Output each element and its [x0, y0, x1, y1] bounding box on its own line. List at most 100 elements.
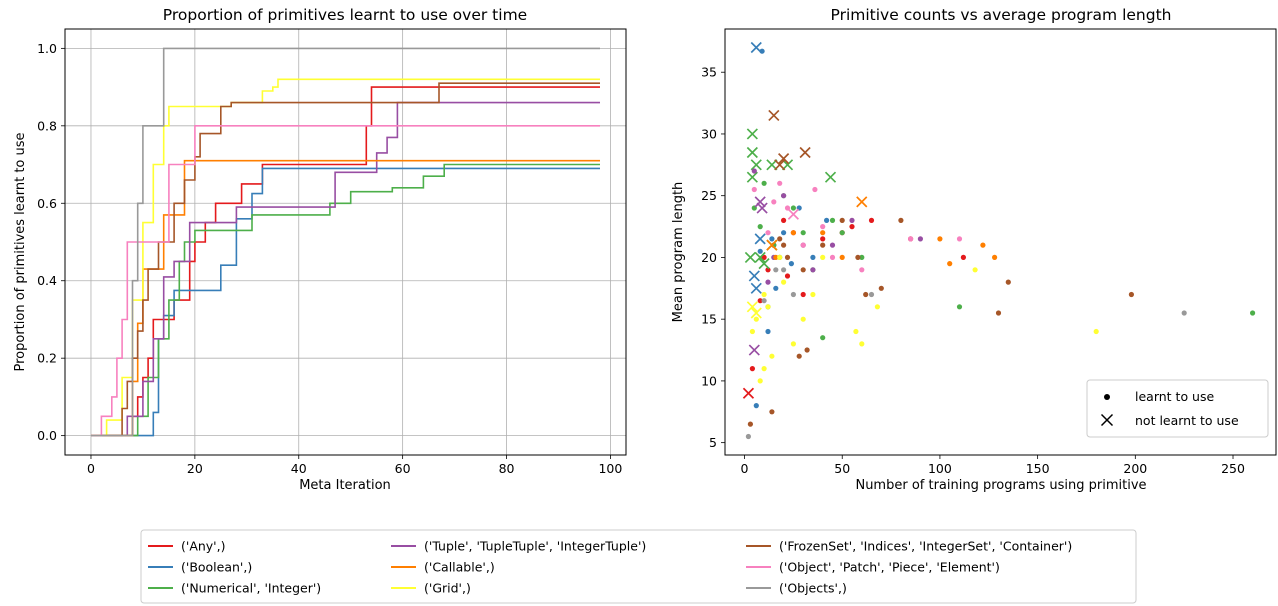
chart1-series-line-3	[91, 101, 600, 437]
chart2-learnt-point	[757, 248, 763, 254]
chart2-learnt-point	[800, 291, 806, 298]
chart1-ylabel: Proportion of primitives learnt to use	[13, 132, 28, 371]
chart2-not-learnt-point	[856, 196, 868, 208]
chart2-learnt-point	[784, 254, 791, 260]
chart2-learnt-point	[769, 236, 775, 242]
chart2-learnt-point	[859, 267, 865, 273]
chart1-xlabel: Meta Iteration	[299, 478, 391, 493]
chart2-learnt-point	[859, 341, 865, 347]
chart2-learnt-point	[829, 242, 836, 248]
chart1-xtick-label: 20	[187, 461, 203, 476]
chart2-xtick-label: 100	[928, 461, 952, 476]
chart2-series	[742, 41, 1256, 440]
chart2-learnt-point	[773, 254, 779, 260]
figure-legend-label: ('Callable',)	[424, 560, 495, 575]
chart2-learnt-point	[749, 328, 756, 335]
legend-not-learnt-label: not learnt to use	[1135, 413, 1239, 428]
chart2-xlabel: Number of training programs using primit…	[855, 478, 1146, 493]
chart2-learnt-point	[820, 236, 826, 242]
chart2-learnt-point	[810, 267, 816, 273]
chart2-learnt-point	[765, 230, 771, 236]
chart2-learnt-point	[753, 403, 759, 409]
chart2-xtick-label: 150	[1026, 461, 1050, 476]
chart2-learnt-point	[757, 298, 763, 304]
chart2-learnt-point	[777, 254, 783, 260]
chart2-learnt-point	[800, 242, 806, 248]
chart2-not-learnt-point	[750, 282, 762, 294]
chart2-learnt-point	[820, 254, 826, 260]
chart2-learnt-point	[781, 230, 787, 236]
chart2-not-learnt-point	[799, 146, 811, 159]
chart2-ytick-label: 35	[701, 65, 717, 80]
chart2-not-learnt-point	[746, 171, 758, 183]
chart1-xtick-label: 100	[598, 461, 622, 476]
chart2-not-learnt-point	[758, 258, 770, 270]
chart2-not-learnt-point	[774, 159, 786, 171]
chart2-learnt-point	[849, 217, 855, 223]
chart2-learnt-point	[878, 285, 884, 291]
learnt-marker-icon	[1104, 394, 1110, 400]
chart1-series-line-8	[91, 47, 600, 437]
chart2-learnt-point	[751, 186, 757, 193]
figure-legend-label: ('Objects',)	[779, 581, 847, 596]
chart2-learnt-point	[956, 236, 963, 242]
chart2-legend-box	[1086, 379, 1269, 438]
chart2-learnt-point	[781, 193, 787, 199]
figure-legend-label: ('Any',)	[181, 539, 225, 554]
chart2-not-learnt-point	[768, 109, 780, 122]
chart2-xtick-label: 250	[1221, 461, 1245, 476]
chart2-learnt-point	[824, 217, 830, 223]
chart2-ytick-label: 15	[701, 312, 717, 327]
chart1-frame	[64, 28, 627, 456]
chart2-learnt-point	[769, 353, 775, 359]
chart2-learnt-point	[868, 291, 875, 298]
chart2-learnt-point	[839, 230, 845, 236]
chart2-learnt-point	[747, 421, 754, 427]
chart2-learnt-point	[781, 267, 787, 273]
chart2-learnt-point	[790, 230, 797, 236]
chart1-series-line-1	[91, 167, 600, 437]
chart1-series-line-4	[91, 159, 600, 437]
chart2-learnt-point	[790, 205, 797, 211]
chart2-learnt-point	[745, 433, 752, 440]
chart2-not-learnt-point	[750, 307, 762, 319]
chart2-learnt-point	[898, 217, 904, 223]
chart2-learnt-point	[810, 254, 816, 260]
chart2-learnt-point	[995, 310, 1002, 316]
chart2-not-learnt-point	[748, 344, 760, 356]
chart2-learnt-point	[800, 230, 806, 236]
chart2-learnt-point	[761, 298, 767, 304]
chart1-ticks: 0 20 40 60 80 100 0.0 0.2 0.4 0.6 0.8 1.0	[37, 41, 622, 476]
chart2-learnt-point	[980, 242, 986, 248]
chart2-learnt-point	[788, 261, 795, 267]
chart1-ytick-label: 0.6	[37, 196, 57, 211]
chart2-learnt-point	[781, 279, 787, 285]
chart2-ytick-label: 25	[701, 188, 717, 203]
chart2-learnt-point	[753, 316, 759, 322]
chart2-title: Primitive counts vs average program leng…	[831, 6, 1172, 24]
chart2-learnt-point	[796, 353, 802, 359]
chart2-learnt-point	[1005, 279, 1011, 285]
chart2-learnt-point	[749, 366, 756, 372]
chart2-not-learnt-point	[746, 146, 758, 159]
chart2-learnt-point	[849, 224, 855, 230]
chart2-ticks: 0 50 100 150 200 250 5 10 15 20 25 30 35	[701, 65, 1245, 476]
chart1-xtick-label: 60	[395, 461, 411, 476]
chart2-not-learnt-point	[787, 208, 799, 220]
chart2-learnt-point	[777, 236, 783, 242]
chart1-series-line-7	[91, 125, 600, 437]
chart2-xtick-label: 200	[1123, 461, 1147, 476]
chart2-learnt-point	[765, 328, 771, 335]
chart1-ytick-label: 1.0	[37, 41, 57, 56]
chart2-ytick-label: 10	[701, 373, 717, 388]
chart2-learnt-point	[1128, 291, 1134, 298]
figure-legend-label: ('Object', 'Patch', 'Piece', 'Element')	[779, 560, 1000, 575]
chart2-not-learnt-point	[754, 251, 766, 264]
chart2-learnt-point	[773, 285, 779, 291]
chart2-not-learnt-point	[742, 387, 755, 399]
chart2-learnt-point	[1250, 310, 1256, 316]
chart2-learnt-point	[1181, 310, 1187, 316]
chart2-not-learnt-point	[750, 41, 762, 54]
chart2-learnt-point	[937, 236, 943, 242]
